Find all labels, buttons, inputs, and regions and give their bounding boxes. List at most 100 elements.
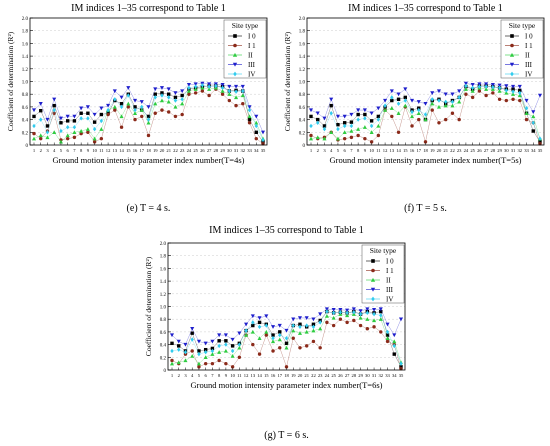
data-point — [264, 314, 269, 319]
legend-label: IV — [248, 71, 255, 79]
data-point — [210, 339, 215, 344]
y-tick-label: 0.6 — [22, 106, 29, 111]
data-point — [278, 346, 282, 350]
data-point — [173, 98, 178, 103]
data-point — [363, 136, 367, 141]
data-point — [363, 112, 367, 117]
data-point — [170, 358, 174, 363]
data-point — [443, 103, 448, 108]
legend-marker — [232, 62, 238, 67]
data-point — [477, 84, 482, 89]
data-point — [423, 112, 428, 117]
data-point — [477, 82, 482, 87]
data-point — [396, 97, 401, 101]
data-point — [385, 336, 390, 340]
data-point — [325, 309, 329, 314]
x-tick-label: 8 — [80, 148, 83, 153]
data-point — [457, 95, 461, 100]
data-point — [379, 330, 383, 334]
data-point — [376, 106, 381, 111]
data-point — [207, 93, 211, 98]
data-point — [298, 324, 302, 330]
x-tick-label: 31 — [234, 148, 239, 153]
panel-caption: (g) T = 6 s. — [264, 430, 308, 441]
data-point — [385, 333, 390, 337]
y-tick-label: 1.2 — [299, 68, 306, 73]
legend-label: III — [525, 61, 533, 69]
data-point — [284, 328, 289, 333]
x-tick-label: 32 — [240, 148, 245, 153]
data-point — [227, 88, 232, 94]
data-point — [45, 117, 50, 122]
data-point — [264, 323, 268, 328]
data-point — [119, 104, 124, 110]
data-point — [160, 93, 164, 98]
data-point — [224, 342, 228, 347]
data-point — [65, 125, 70, 130]
data-point — [311, 328, 316, 333]
x-tick-label: 29 — [497, 148, 502, 153]
data-point — [72, 130, 77, 134]
chart-title: IM indices 1–35 correspond to Table 1 — [209, 225, 364, 236]
data-point — [65, 114, 70, 119]
y-tick-label: 1.0 — [299, 81, 306, 86]
x-tick-label: 28 — [491, 148, 496, 153]
data-point — [113, 108, 117, 112]
data-point — [244, 328, 248, 333]
legend-marker — [509, 52, 515, 57]
x-tick-label: 11 — [376, 148, 381, 153]
data-point — [379, 309, 383, 314]
data-point — [392, 339, 397, 344]
data-point — [220, 85, 225, 91]
x-tick-label: 21 — [304, 373, 309, 378]
data-point — [146, 117, 151, 122]
data-point — [79, 111, 83, 115]
data-point — [349, 128, 354, 133]
x-tick-label: 27 — [345, 373, 350, 378]
data-point — [389, 89, 394, 94]
x-axis-label: Ground motion intensity parameter index … — [53, 155, 245, 165]
data-point — [173, 114, 178, 119]
x-tick-label: 4 — [330, 148, 333, 153]
data-point — [39, 109, 43, 113]
data-point — [250, 314, 255, 319]
data-point — [291, 336, 295, 340]
data-point — [278, 332, 282, 338]
data-point — [223, 348, 228, 353]
data-point — [399, 361, 403, 366]
data-point — [316, 120, 320, 125]
data-point — [298, 322, 302, 326]
data-point — [450, 103, 455, 108]
data-point — [403, 103, 408, 108]
data-point — [376, 123, 381, 128]
data-point — [52, 107, 56, 113]
x-tick-label: 15 — [126, 148, 131, 153]
data-point — [409, 114, 415, 119]
data-point — [167, 95, 171, 100]
data-point — [385, 329, 390, 335]
data-point — [338, 310, 343, 315]
data-point — [416, 111, 421, 115]
data-point — [329, 111, 333, 116]
data-point — [403, 98, 407, 103]
data-point — [324, 307, 329, 312]
data-point — [119, 125, 124, 129]
data-point — [398, 317, 404, 322]
data-point — [38, 133, 43, 138]
data-point — [490, 82, 495, 87]
x-tick-label: 18 — [423, 148, 428, 153]
data-point — [329, 103, 333, 108]
data-point — [383, 108, 388, 112]
data-point — [372, 318, 377, 323]
data-point — [160, 108, 164, 112]
data-point — [356, 127, 361, 131]
data-point — [177, 347, 181, 352]
x-tick-label: 16 — [410, 148, 415, 153]
x-tick-label: 20 — [160, 148, 165, 153]
data-point — [166, 99, 171, 104]
series-iv — [170, 309, 403, 366]
data-point — [430, 91, 435, 95]
legend-label: I 0 — [525, 33, 533, 41]
